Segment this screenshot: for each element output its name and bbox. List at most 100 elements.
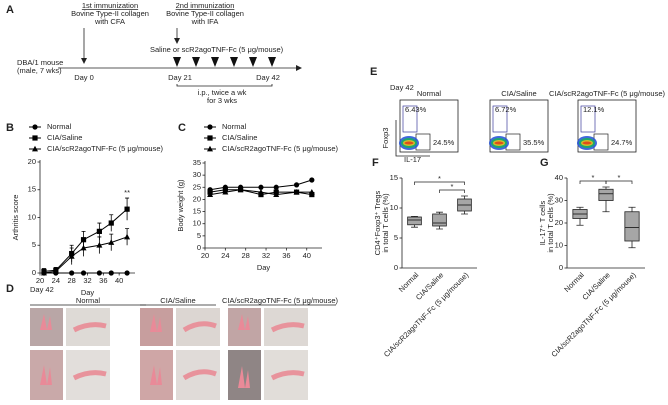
axis-label: Foxp3 xyxy=(381,128,390,149)
mouse-text: (male, 7 wks) xyxy=(17,66,62,75)
marker xyxy=(293,188,300,195)
immunization-text: Bovine Type-II collagen xyxy=(71,9,149,18)
injections xyxy=(173,57,276,67)
x-tick-label: 36 xyxy=(99,276,107,285)
legend-marker xyxy=(207,145,213,152)
group-label: CIA/scR2agoTNF-Fc (5 μg/mouse) xyxy=(222,296,339,305)
marker xyxy=(273,191,280,197)
y-tick-label: 10 xyxy=(555,240,563,249)
y-tick-label: 10 xyxy=(28,212,36,221)
y-tick-label: 5 xyxy=(197,231,201,240)
y-tick-label: 25 xyxy=(193,182,201,191)
y-tick-label: 20 xyxy=(555,218,563,227)
y-axis-label: CD4⁺Foxp3⁺ Tregs xyxy=(373,190,382,255)
y-tick-label: 0 xyxy=(197,243,201,252)
photo-panel: Day 42 Normal CIA/Saline CIA/scR2agoTNF-… xyxy=(30,285,339,400)
panel-label: C xyxy=(178,122,186,134)
box xyxy=(598,188,614,201)
plot-title: CIA/Saline xyxy=(501,89,536,98)
timeline: 1st immunization Bovine Type-II collagen… xyxy=(17,1,302,105)
legend-label: CIA/scR2agoTNF-Fc (5 μg/mouse) xyxy=(222,144,339,153)
panel-label: B xyxy=(6,122,14,134)
box xyxy=(624,211,640,242)
marker xyxy=(207,191,214,197)
y-tick-label: 0 xyxy=(559,263,563,272)
marker xyxy=(108,270,114,276)
schedule-text: for 3 wks xyxy=(207,96,237,105)
marker xyxy=(80,244,87,251)
marker xyxy=(108,220,114,226)
significance: ** xyxy=(124,188,130,197)
gate-percent: 24.7% xyxy=(611,138,633,147)
box xyxy=(432,213,447,227)
marker xyxy=(124,233,131,240)
box xyxy=(407,216,422,226)
marker xyxy=(80,270,87,276)
gate-percent: 6.72% xyxy=(495,105,517,114)
gate-percent: 12.1% xyxy=(583,105,605,114)
plot-title: CIA/scR2agoTNF-Fc (5 μg/mouse) xyxy=(549,89,666,98)
paw-photos xyxy=(30,308,308,400)
marker xyxy=(96,228,102,234)
panel-label: D xyxy=(6,283,14,295)
schedule-text: i.p., twice a wk xyxy=(198,88,247,97)
legend-label: CIA/Saline xyxy=(222,133,257,142)
group-label: Normal xyxy=(76,296,101,305)
legend-marker xyxy=(207,135,213,141)
legend-label: Normal xyxy=(222,122,247,131)
x-tick-label: 28 xyxy=(67,276,75,285)
x-tick-label: Normal xyxy=(397,270,421,294)
y-axis-label: in total T cells (%) xyxy=(381,193,390,253)
legend-marker xyxy=(32,135,38,141)
arrow-head xyxy=(174,38,180,44)
bracket xyxy=(439,189,465,193)
flow-panel: Day 42 Foxp3 IL-17 xyxy=(381,83,430,164)
x-tick-label: 24 xyxy=(52,276,60,285)
bracket xyxy=(605,180,633,184)
x-tick-label: 24 xyxy=(221,251,229,260)
marker xyxy=(108,239,115,245)
y-axis-label: in total T cells (%) xyxy=(546,193,555,253)
marker xyxy=(96,270,102,276)
cell-cloud xyxy=(582,141,592,145)
significance: * xyxy=(592,173,595,182)
legend-label: Normal xyxy=(47,122,72,131)
immunization-title: 2nd immunization xyxy=(176,1,235,10)
day-label: Day 0 xyxy=(74,73,94,82)
marker xyxy=(257,188,264,195)
y-tick-label: 10 xyxy=(390,203,398,212)
panel-label: F xyxy=(372,157,379,169)
y-axis-label: Arthritis score xyxy=(11,195,20,241)
legend-marker xyxy=(32,145,38,152)
y-tick-label: 30 xyxy=(193,170,201,179)
marker xyxy=(96,242,103,248)
gate xyxy=(492,105,508,133)
bracket xyxy=(414,181,465,185)
y-axis-label: Body weight (g) xyxy=(176,179,185,232)
legend-label: CIA/scR2agoTNF-Fc (5 μg/mouse) xyxy=(47,144,164,153)
arrow-head xyxy=(81,58,87,64)
x-tick-label: 28 xyxy=(242,251,250,260)
y-tick-label: 30 xyxy=(555,195,563,204)
marker xyxy=(68,253,75,259)
panel-label: E xyxy=(370,66,377,78)
marker xyxy=(124,206,130,212)
x-axis-label: Day xyxy=(81,288,95,297)
legend-label: CIA/Saline xyxy=(47,133,82,142)
gate-percent: 24.5% xyxy=(433,138,455,147)
y-tick-label: 15 xyxy=(28,185,36,194)
marker xyxy=(258,184,264,190)
arrow-head xyxy=(296,65,302,71)
immunization-text: with CFA xyxy=(94,17,125,26)
marker xyxy=(124,270,130,276)
legend-marker xyxy=(207,124,213,130)
significance: * xyxy=(451,182,454,191)
legend-marker xyxy=(32,124,38,130)
x-tick-label: Normal xyxy=(562,270,586,294)
marker xyxy=(40,269,47,276)
day-label: Day 42 xyxy=(390,83,414,92)
cell-cloud xyxy=(404,141,414,145)
y-tick-label: 0 xyxy=(32,268,36,277)
y-tick-label: 20 xyxy=(193,194,201,203)
